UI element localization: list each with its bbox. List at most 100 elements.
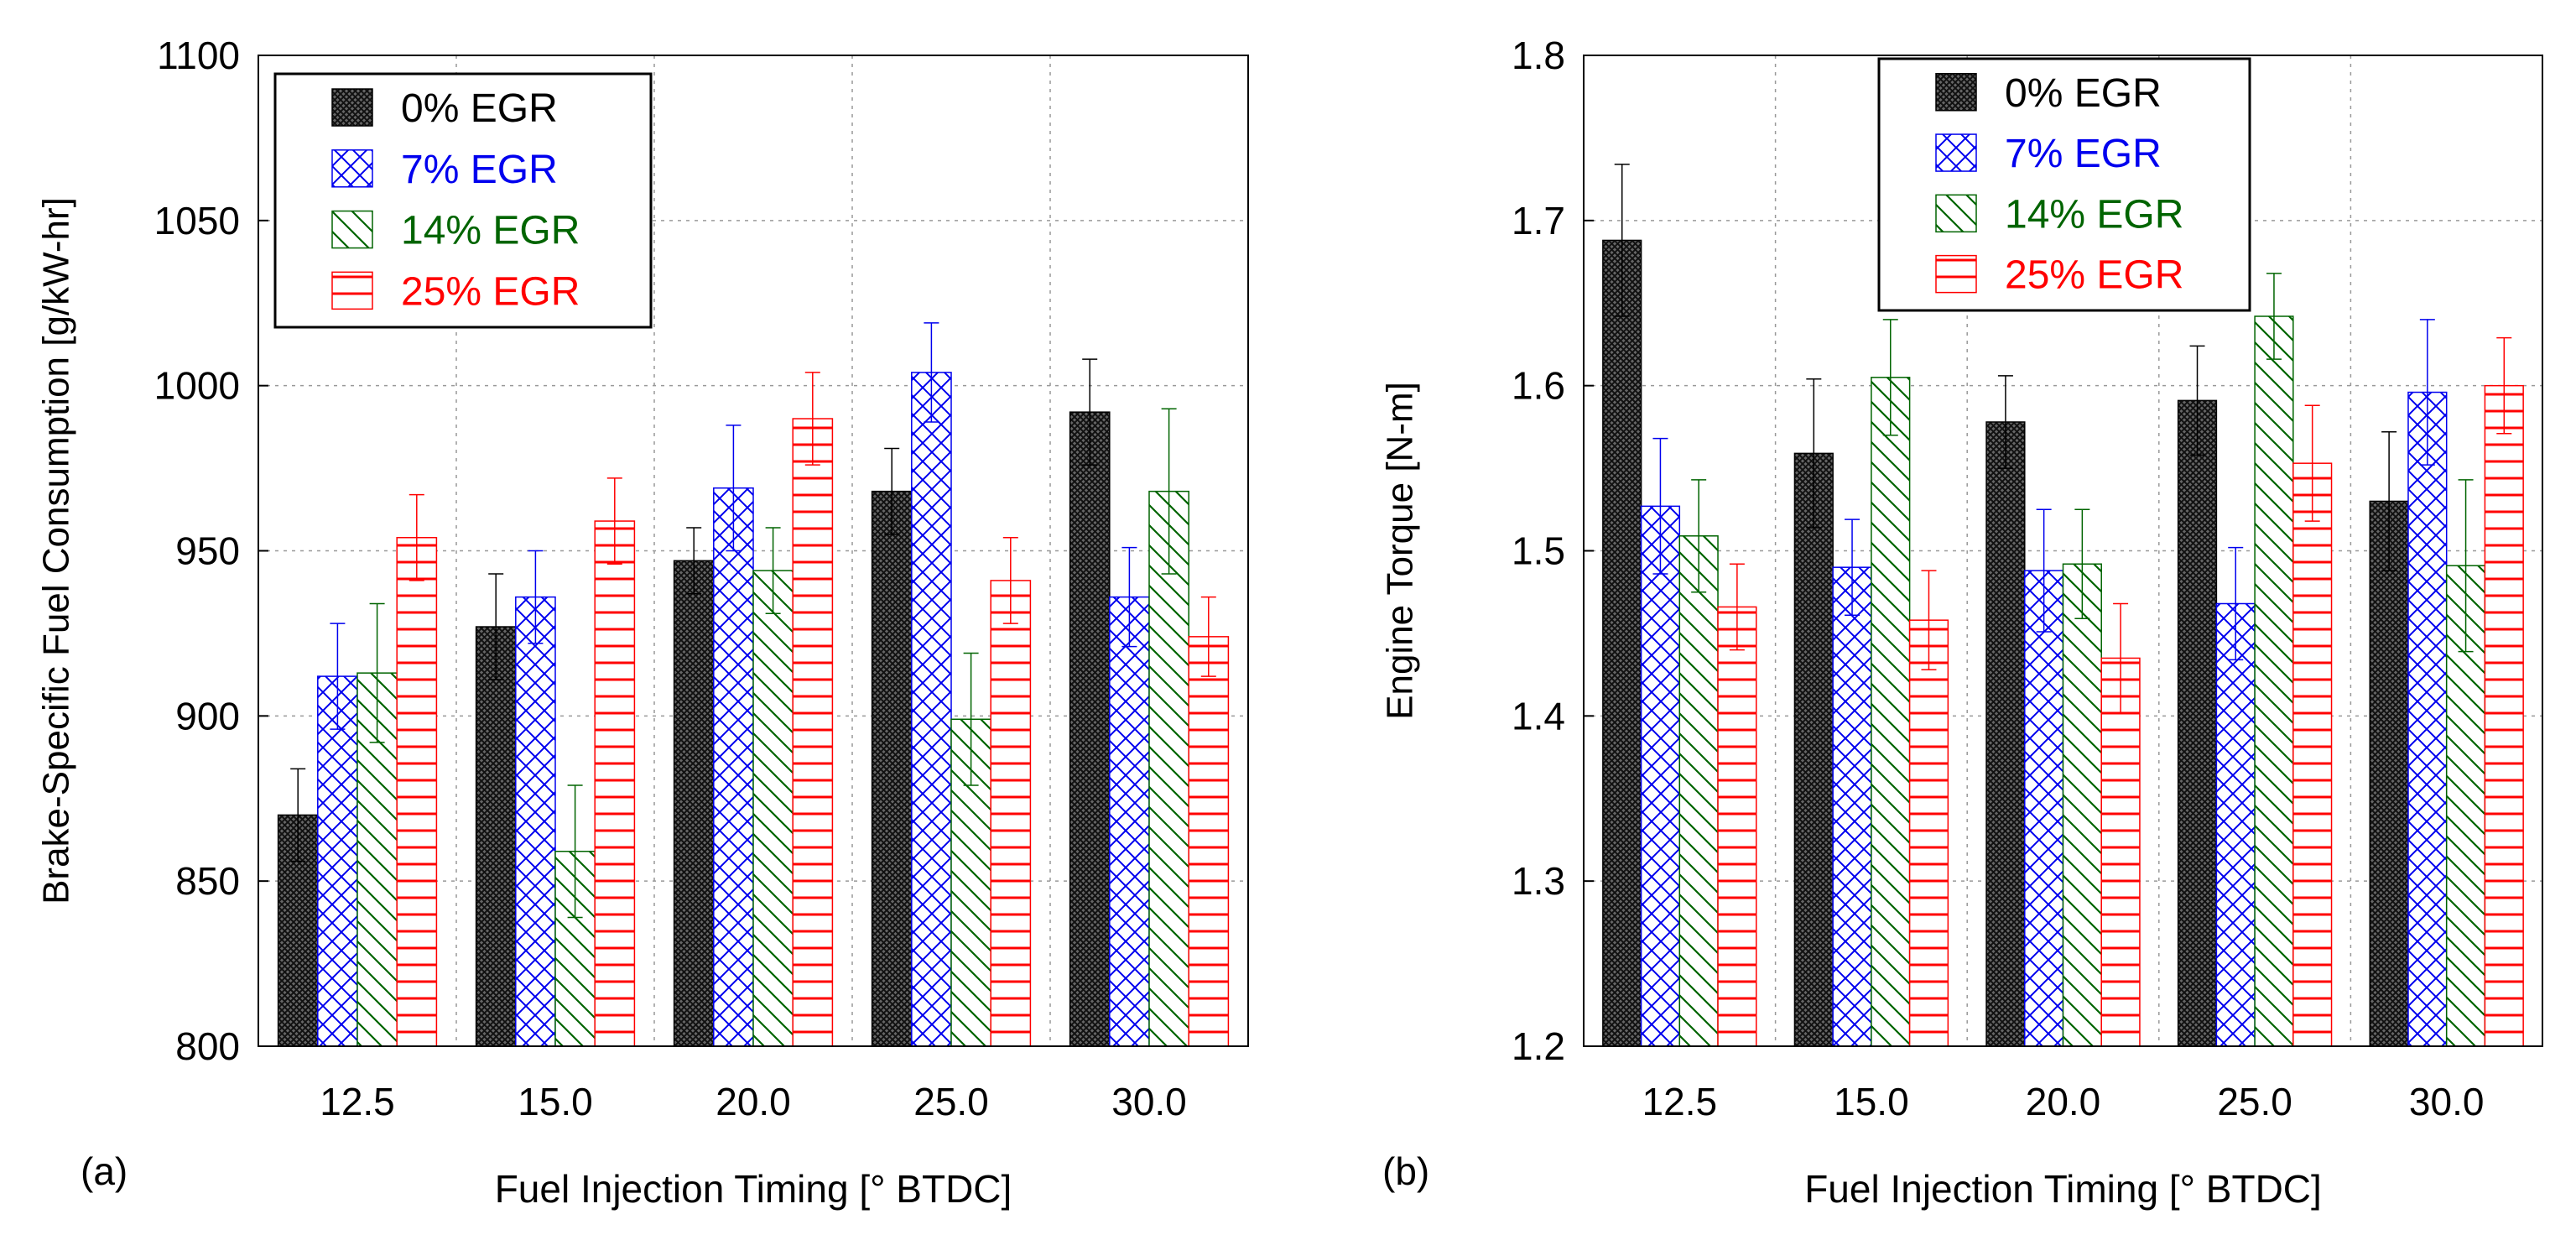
legend-swatch bbox=[331, 271, 373, 310]
legend-entry-label: 0% EGR bbox=[2005, 71, 2162, 116]
error-bar bbox=[765, 527, 781, 615]
bar-25pct-egr-30.0 bbox=[1188, 636, 1230, 1047]
legend-swatch bbox=[331, 210, 373, 249]
error-bar bbox=[369, 602, 385, 743]
bar-7pct-egr-15.0 bbox=[515, 596, 556, 1047]
legend-swatch bbox=[331, 88, 373, 127]
legend-entry-label: 14% EGR bbox=[401, 209, 580, 253]
error-bar bbox=[2381, 431, 2397, 571]
bar-14pct-egr-30.0 bbox=[1148, 490, 1189, 1047]
panel-label: (b) bbox=[1382, 1149, 1429, 1193]
bar-25pct-egr-25.0 bbox=[990, 580, 1032, 1047]
x-tick-label: 30.0 bbox=[1111, 1080, 1187, 1123]
bar-14pct-egr-15.0 bbox=[1871, 377, 1911, 1047]
error-bar bbox=[2189, 345, 2205, 456]
bar-7pct-egr-30.0 bbox=[2407, 391, 2448, 1047]
panel-label: (a) bbox=[81, 1149, 127, 1193]
panel-a-bsfc: 800 850 900 950 1000 1050 1100 12.5 15.0 20.0 25.… bbox=[36, 34, 1249, 1211]
error-bar bbox=[2113, 602, 2129, 714]
x-tick-label: 25.0 bbox=[2217, 1080, 2292, 1123]
legend: 0% EGR 7% EGR 14% EGR 25% EGR bbox=[1877, 57, 2251, 312]
bar-14pct-egr-25.0 bbox=[2254, 315, 2294, 1047]
panel-b-torque: 1.2 1.3 1.4 1.5 1.6 1.7 1.8 12.5 15.0 20.0 25.0 30… bbox=[1380, 34, 2543, 1211]
bar-7pct-egr-12.5 bbox=[317, 675, 358, 1047]
error-bar bbox=[1921, 570, 1937, 670]
x-tick-label: 12.5 bbox=[1642, 1080, 1718, 1123]
error-bar bbox=[963, 652, 979, 786]
x-tick-label: 12.5 bbox=[320, 1080, 395, 1123]
error-bar bbox=[804, 372, 820, 466]
error-bar bbox=[726, 425, 742, 552]
error-bar bbox=[2419, 319, 2435, 466]
error-bar bbox=[2458, 479, 2474, 653]
error-bar bbox=[1845, 518, 1860, 617]
legend-swatch bbox=[1935, 73, 1977, 112]
bars bbox=[277, 372, 1230, 1047]
error-bar bbox=[2266, 273, 2282, 360]
legend-entry-label: 0% EGR bbox=[401, 86, 558, 131]
error-bar bbox=[1200, 596, 1216, 677]
error-bar bbox=[1121, 546, 1137, 648]
bar-25pct-egr-25.0 bbox=[2292, 462, 2333, 1047]
error-bar bbox=[1806, 378, 1822, 529]
error-bar bbox=[1691, 479, 1707, 593]
legend-entry-label: 7% EGR bbox=[401, 148, 558, 192]
error-bar bbox=[686, 527, 702, 595]
bar-0pct-egr-30.0 bbox=[1069, 411, 1111, 1047]
error-bar bbox=[528, 550, 544, 644]
bar-0pct-egr-12.5 bbox=[1602, 239, 1642, 1047]
error-bar bbox=[2074, 508, 2090, 619]
bar-0pct-egr-15.0 bbox=[475, 626, 517, 1047]
error-bar bbox=[2496, 336, 2512, 435]
bar-0pct-egr-20.0 bbox=[1985, 421, 2026, 1047]
bar-7pct-egr-12.5 bbox=[1640, 505, 1681, 1047]
error-bar bbox=[1161, 408, 1177, 575]
y-tick-label: 1.8 bbox=[1512, 34, 1565, 77]
y-tick-label: 1050 bbox=[154, 199, 240, 242]
plot-frame bbox=[258, 55, 1249, 1047]
bar-7pct-egr-20.0 bbox=[713, 487, 754, 1047]
y-tick-label: 900 bbox=[175, 694, 240, 737]
error-bars bbox=[290, 322, 1216, 919]
legend-entry-label: 25% EGR bbox=[2005, 253, 2183, 298]
error-bar bbox=[924, 322, 939, 423]
bar-0pct-egr-20.0 bbox=[673, 560, 715, 1047]
bar-25pct-egr-12.5 bbox=[396, 537, 438, 1047]
bar-0pct-egr-15.0 bbox=[1793, 452, 1834, 1047]
x-tick-label: 15.0 bbox=[1834, 1080, 1909, 1123]
x-axis-label: Fuel Injection Timing [° BTDC] bbox=[495, 1167, 1012, 1211]
bar-25pct-egr-20.0 bbox=[792, 418, 834, 1047]
bar-7pct-egr-20.0 bbox=[2024, 570, 2064, 1047]
bar-25pct-egr-12.5 bbox=[1717, 606, 1757, 1047]
y-tick-labels: 1.2 1.3 1.4 1.5 1.6 1.7 1.8 bbox=[1512, 34, 1565, 1068]
legend-entry-label: 7% EGR bbox=[2005, 132, 2162, 176]
error-bar bbox=[1002, 537, 1018, 624]
error-bar bbox=[409, 493, 424, 581]
error-bar bbox=[488, 573, 504, 680]
y-axis-label: Brake-Specific Fuel Consumption [g/kW-hr… bbox=[36, 197, 77, 904]
bar-7pct-egr-30.0 bbox=[1109, 596, 1150, 1047]
error-bar bbox=[567, 784, 583, 919]
error-bar bbox=[1614, 164, 1630, 317]
x-tick-label: 15.0 bbox=[518, 1080, 593, 1123]
error-bar bbox=[1652, 437, 1668, 575]
bar-14pct-egr-12.5 bbox=[1678, 535, 1719, 1047]
error-bar bbox=[1082, 358, 1098, 466]
x-axis-label: Fuel Injection Timing [° BTDC] bbox=[1804, 1167, 2322, 1211]
y-tick-label: 800 bbox=[175, 1024, 240, 1068]
x-tick-labels: 12.5 15.0 20.0 25.0 30.0 bbox=[1642, 1080, 2485, 1123]
y-tick-label: 1000 bbox=[154, 364, 240, 408]
x-tick-labels: 12.5 15.0 20.0 25.0 30.0 bbox=[320, 1080, 1187, 1123]
error-bars bbox=[1614, 164, 2512, 714]
bar-25pct-egr-30.0 bbox=[2484, 384, 2524, 1047]
x-tick-label: 30.0 bbox=[2409, 1080, 2485, 1123]
legend-swatch bbox=[331, 149, 373, 188]
plot-frame bbox=[1583, 55, 2543, 1047]
bars bbox=[1602, 239, 2524, 1047]
bar-7pct-egr-25.0 bbox=[2215, 602, 2256, 1047]
bar-7pct-egr-15.0 bbox=[1832, 566, 1872, 1047]
x-tick-label: 20.0 bbox=[716, 1080, 791, 1123]
y-tick-label: 1100 bbox=[157, 34, 240, 77]
legend-swatch bbox=[1935, 254, 1977, 294]
